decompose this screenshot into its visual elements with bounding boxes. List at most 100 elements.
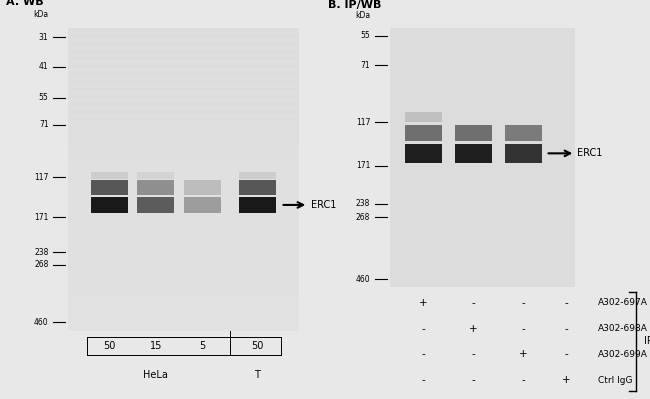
- Bar: [183, 198, 220, 213]
- Text: 238: 238: [356, 200, 370, 208]
- Bar: [68, 172, 299, 180]
- Bar: [68, 301, 299, 308]
- Text: 71: 71: [361, 61, 370, 69]
- Bar: [68, 111, 299, 119]
- Bar: [68, 293, 299, 301]
- Bar: [68, 263, 299, 271]
- Bar: [68, 180, 299, 187]
- Text: 171: 171: [356, 162, 370, 170]
- Bar: [68, 308, 299, 316]
- Text: IP: IP: [644, 336, 650, 346]
- Text: -: -: [421, 349, 425, 359]
- Bar: [68, 126, 299, 134]
- Text: 50: 50: [103, 341, 116, 351]
- Bar: [68, 36, 299, 43]
- Bar: [68, 119, 299, 126]
- Text: -: -: [564, 298, 568, 308]
- Bar: [239, 172, 276, 180]
- Bar: [68, 255, 299, 263]
- Text: A. WB: A. WB: [6, 0, 44, 7]
- Bar: [405, 144, 442, 162]
- Bar: [68, 66, 299, 73]
- Text: -: -: [421, 324, 425, 334]
- Text: +: +: [419, 298, 428, 308]
- Text: 41: 41: [39, 62, 49, 71]
- Text: -: -: [521, 375, 525, 385]
- Text: 31: 31: [39, 33, 49, 41]
- Bar: [405, 111, 442, 122]
- Bar: [183, 180, 220, 195]
- Bar: [68, 149, 299, 157]
- Text: B. IP/WB: B. IP/WB: [328, 0, 382, 10]
- Text: -: -: [471, 349, 475, 359]
- Bar: [405, 125, 442, 141]
- Text: -: -: [564, 324, 568, 334]
- Text: -: -: [471, 375, 475, 385]
- Text: A302-699A: A302-699A: [598, 350, 648, 359]
- Bar: [68, 134, 299, 142]
- Text: 460: 460: [356, 275, 370, 284]
- Text: -: -: [521, 298, 525, 308]
- Bar: [68, 28, 299, 36]
- Bar: [68, 43, 299, 51]
- Text: 55: 55: [361, 31, 370, 40]
- Text: ERC1: ERC1: [577, 148, 603, 158]
- Bar: [138, 198, 174, 213]
- Bar: [68, 240, 299, 248]
- Bar: [68, 164, 299, 172]
- Bar: [68, 58, 299, 66]
- Bar: [68, 73, 299, 81]
- Bar: [68, 286, 299, 293]
- Bar: [68, 195, 299, 202]
- Bar: [68, 210, 299, 217]
- Text: 238: 238: [34, 248, 49, 257]
- Text: 460: 460: [34, 318, 49, 326]
- Bar: [68, 202, 299, 210]
- Text: 268: 268: [356, 213, 370, 222]
- Text: 171: 171: [34, 213, 49, 222]
- Text: kDa: kDa: [33, 10, 49, 19]
- Text: HeLa: HeLa: [144, 370, 168, 380]
- Bar: [68, 225, 299, 233]
- Bar: [68, 81, 299, 89]
- Text: -: -: [564, 349, 568, 359]
- Bar: [68, 217, 299, 225]
- Text: 15: 15: [150, 341, 162, 351]
- Text: +: +: [562, 375, 570, 385]
- Bar: [91, 172, 128, 180]
- Text: kDa: kDa: [355, 11, 370, 20]
- Bar: [68, 142, 299, 149]
- Bar: [68, 51, 299, 58]
- Bar: [239, 198, 276, 213]
- Bar: [91, 198, 128, 213]
- Text: 55: 55: [39, 93, 49, 102]
- Bar: [68, 89, 299, 96]
- Text: 117: 117: [356, 118, 370, 127]
- Bar: [505, 125, 542, 141]
- Bar: [239, 180, 276, 195]
- Bar: [138, 180, 174, 195]
- Text: 71: 71: [39, 120, 49, 129]
- Text: +: +: [469, 324, 478, 334]
- Bar: [68, 316, 299, 324]
- Text: A302-698A: A302-698A: [598, 324, 648, 333]
- Bar: [68, 157, 299, 164]
- Bar: [68, 248, 299, 255]
- Text: 50: 50: [252, 341, 264, 351]
- Text: -: -: [521, 324, 525, 334]
- Bar: [68, 271, 299, 278]
- Bar: [68, 187, 299, 195]
- Bar: [455, 144, 492, 162]
- Bar: [68, 104, 299, 111]
- Text: -: -: [471, 298, 475, 308]
- Text: 268: 268: [34, 261, 49, 269]
- Text: -: -: [421, 375, 425, 385]
- Bar: [138, 172, 174, 180]
- Text: +: +: [519, 349, 528, 359]
- Bar: [68, 96, 299, 104]
- Text: 117: 117: [34, 173, 49, 182]
- Bar: [68, 233, 299, 240]
- Bar: [455, 125, 492, 141]
- Text: Ctrl IgG: Ctrl IgG: [598, 375, 632, 385]
- Text: T: T: [255, 370, 261, 380]
